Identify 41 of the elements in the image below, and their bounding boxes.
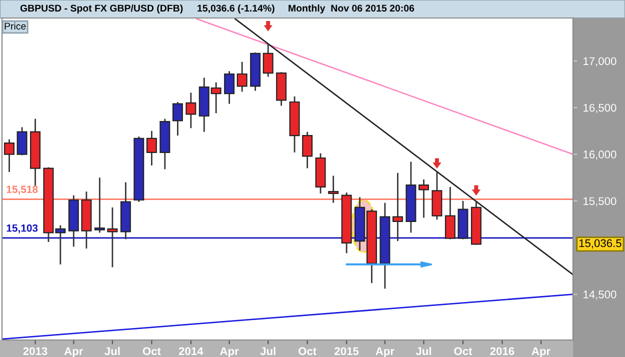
- candlestick: [94, 176, 105, 234]
- candlestick: [107, 206, 118, 268]
- x-tick-label: Jul: [260, 346, 276, 356]
- candlestick: [16, 126, 28, 156]
- x-tick-label: Apr: [532, 347, 550, 357]
- annotation: Price: [4, 22, 26, 30]
- candlestick: [236, 61, 248, 92]
- candlestick: [328, 175, 339, 204]
- x-tick-label: Apr: [64, 347, 84, 357]
- candlestick: [172, 101, 183, 136]
- candlestick: [392, 172, 403, 242]
- candlestick: [4, 138, 14, 173]
- x-tick-label: 2014: [178, 347, 204, 356]
- chart-title: GBPUSD - Spot FX GBP/USD (DFB): [20, 4, 183, 14]
- x-tick-label: Jul: [416, 346, 431, 356]
- x-tick-label: Oct: [454, 347, 472, 356]
- candlestick: [418, 178, 429, 218]
- x-tick-label: 2013: [23, 347, 48, 356]
- ref-line-label: 15,103: [6, 224, 38, 234]
- x-tick-label: Oct: [298, 347, 316, 356]
- x-tick-label: Apr: [220, 347, 239, 357]
- x-tick-label: 2015: [334, 347, 359, 356]
- y-tick-label: 16,500: [584, 104, 616, 114]
- y-tick-label: 15,500: [584, 197, 616, 206]
- x-tick-label: Oct: [142, 347, 161, 356]
- text: 15,036.5: [579, 239, 622, 248]
- x-tick-label: 2016: [490, 347, 514, 356]
- x-tick-label: Apr: [376, 347, 394, 357]
- candlestick: [224, 70, 235, 105]
- candlestick: [444, 186, 456, 240]
- y-tick-label: 17,000: [584, 57, 616, 66]
- candlestick: [262, 43, 274, 78]
- candlestick: [302, 131, 313, 169]
- chart-subtitle: 15,036.6 (-1.14%): [198, 4, 274, 14]
- candlestick: [146, 130, 157, 166]
- y-tick-label: 14,500: [584, 290, 616, 300]
- y-tick-label: 16,000: [584, 150, 616, 160]
- ref-line-label: 15,518: [6, 186, 38, 195]
- x-tick-label: Jul: [104, 346, 120, 356]
- candlestick: [186, 92, 196, 129]
- text: Monthly Nov 06 2015 20:06: [288, 4, 414, 14]
